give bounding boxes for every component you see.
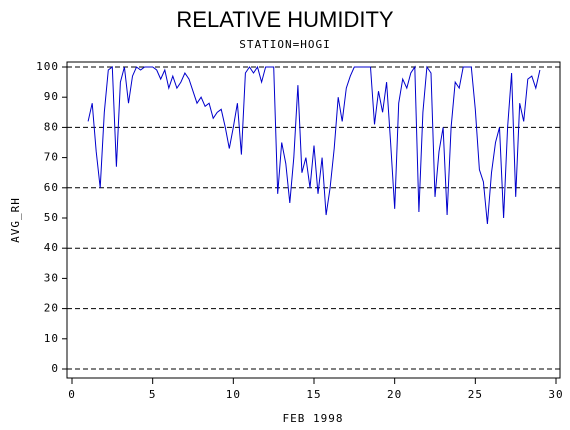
plot-frame [66, 61, 561, 379]
y-tick-label: 50 [44, 211, 59, 224]
y-tick-label: 80 [44, 120, 59, 133]
x-tick-label: 30 [548, 388, 563, 401]
x-tick-label: 20 [387, 388, 402, 401]
x-tick-label: 25 [468, 388, 483, 401]
data-line [87, 65, 541, 225]
y-tick-label: 10 [44, 332, 59, 345]
y-tick-label: 30 [44, 271, 59, 284]
y-tick-label: 100 [36, 60, 59, 73]
x-tick-label: 10 [226, 388, 241, 401]
y-tick-label: 70 [44, 151, 59, 164]
x-tick-label: 5 [149, 388, 157, 401]
x-axis-label: FEB 1998 [283, 412, 344, 425]
x-tick-label: 15 [306, 388, 321, 401]
y-tick-label: 40 [44, 241, 59, 254]
y-tick-label: 90 [44, 90, 59, 103]
chart-subtitle: STATION=HOGI [239, 38, 330, 51]
y-tick-label: 20 [44, 302, 59, 315]
y-tick-label: 0 [51, 362, 59, 375]
y-tick-label: 60 [44, 181, 59, 194]
chart-title: RELATIVE HUMIDITY [176, 7, 394, 32]
x-tick-label: 0 [68, 388, 76, 401]
y-axis-label: AVG_RH [9, 197, 22, 243]
